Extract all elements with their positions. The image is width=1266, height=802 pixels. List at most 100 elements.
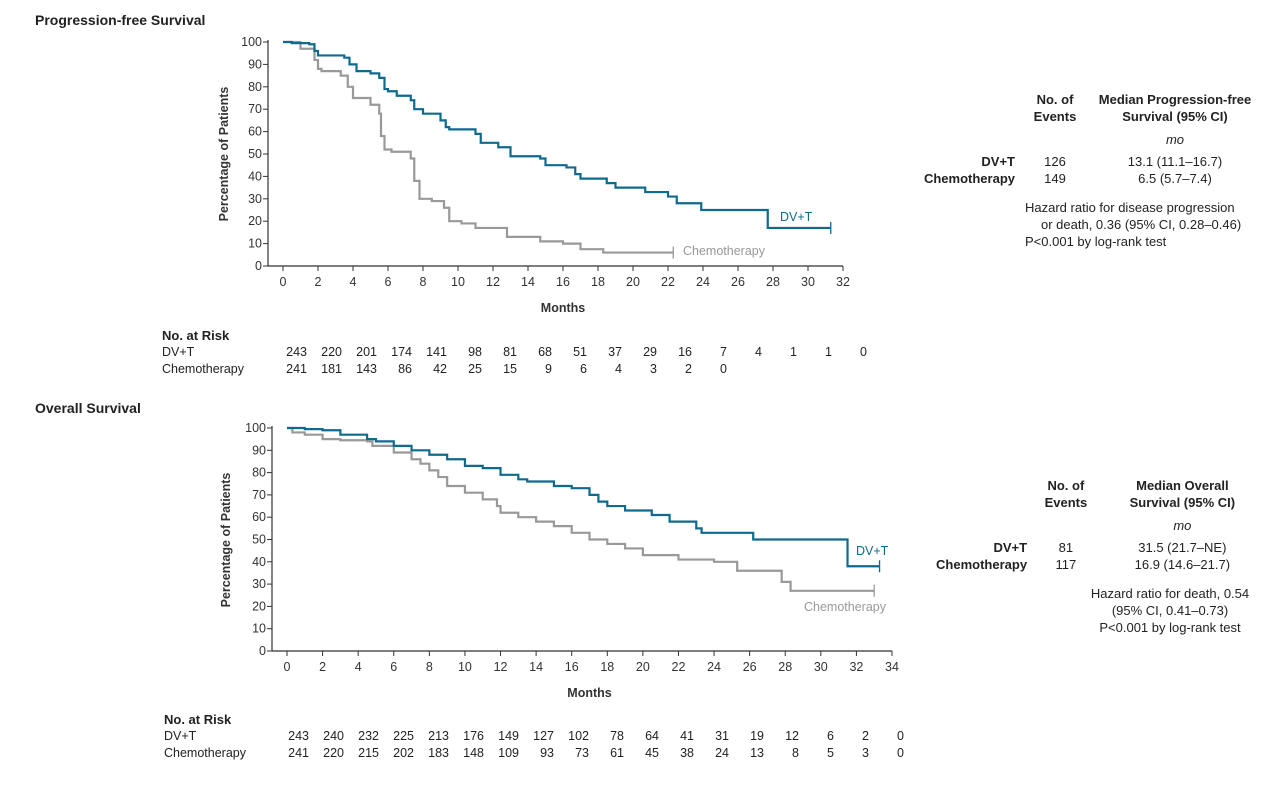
y-tick-label: 0	[255, 259, 262, 273]
median-header: Survival (95% CI)	[1129, 495, 1236, 510]
hazard-ratio-note: P<0.001 by log-rank test	[1025, 234, 1167, 249]
risk-count: 220	[323, 745, 344, 760]
y-tick-label: 100	[241, 35, 262, 49]
x-tick-label: 20	[626, 275, 640, 289]
risk-row-label: Chemotherapy	[162, 361, 244, 376]
risk-count: 215	[358, 745, 379, 760]
risk-count: 78	[610, 728, 624, 743]
x-tick-label: 18	[600, 660, 614, 674]
x-tick-label: 10	[458, 660, 472, 674]
risk-count: 202	[393, 745, 414, 760]
risk-count: 148	[463, 745, 484, 760]
risk-count: 93	[540, 745, 554, 760]
y-tick-label: 40	[248, 169, 262, 183]
x-tick-label: 14	[529, 660, 543, 674]
x-tick-label: 18	[591, 275, 605, 289]
x-tick-label: 10	[451, 275, 465, 289]
x-tick-label: 28	[766, 275, 780, 289]
pfs-title: Progression-free Survival	[35, 12, 206, 28]
x-tick-label: 12	[494, 660, 508, 674]
median-value: 13.1 (11.1–16.7)	[1127, 154, 1223, 169]
risk-count: 51	[573, 344, 587, 359]
events-header: No. of	[1047, 478, 1085, 493]
risk-count: 143	[356, 361, 377, 376]
y-tick-label: 0	[259, 644, 266, 658]
median-value: 16.9 (14.6–21.7)	[1134, 557, 1231, 572]
x-tick-label: 14	[521, 275, 535, 289]
group-label: Chemotherapy	[923, 171, 1015, 186]
y-tick-label: 60	[252, 510, 266, 524]
chemo-series-label: Chemotherapy	[804, 600, 887, 614]
dvt-series-label: DV+T	[856, 544, 889, 558]
y-tick-label: 90	[248, 57, 262, 71]
group-label: DV+T	[993, 540, 1028, 555]
hazard-ratio-note: Hazard ratio for disease progression	[1025, 200, 1235, 215]
risk-count: 3	[650, 361, 657, 376]
risk-count: 1	[825, 344, 832, 359]
risk-row-label: DV+T	[164, 728, 197, 743]
risk-count: 4	[755, 344, 762, 359]
x-tick-label: 6	[390, 660, 397, 674]
y-tick-label: 30	[252, 577, 266, 591]
events-value: 81	[1058, 540, 1074, 555]
median-header: Survival (95% CI)	[1122, 109, 1228, 124]
x-tick-label: 32	[836, 275, 850, 289]
x-tick-label: 6	[385, 275, 392, 289]
risk-count: 1	[790, 344, 797, 359]
events-header: Events	[1044, 495, 1088, 510]
risk-count: 181	[321, 361, 342, 376]
x-axis-label: Months	[567, 686, 611, 700]
risk-count: 109	[498, 745, 519, 760]
x-tick-label: 30	[801, 275, 815, 289]
hazard-ratio-note: P<0.001 by log-rank test	[1099, 620, 1241, 635]
median-value: 6.5 (5.7–7.4)	[1138, 171, 1212, 186]
events-header: No. of	[1036, 92, 1074, 107]
risk-count: 0	[720, 361, 727, 376]
x-tick-label: 26	[731, 275, 745, 289]
x-tick-label: 26	[743, 660, 757, 674]
risk-count: 6	[580, 361, 587, 376]
risk-row: DV+T 243 220 201 174 141 98 81 68 51 37 29 16 7 4 1 1 0	[162, 343, 867, 360]
median-header: Median Overall	[1136, 478, 1229, 493]
pfs-summary: No. of Events Median Progression-free Survi…	[915, 91, 1255, 250]
y-tick-label: 80	[248, 80, 262, 94]
risk-count: 41	[680, 728, 694, 743]
x-tick-label: 32	[849, 660, 863, 674]
risk-title: No. at Risk	[162, 328, 230, 343]
y-tick-label: 50	[248, 147, 262, 161]
median-value: 31.5 (21.7–NE)	[1138, 540, 1227, 555]
risk-row-label: DV+T	[162, 344, 195, 359]
events-value: 149	[1044, 171, 1066, 186]
risk-count: 0	[897, 728, 904, 743]
risk-count: 31	[715, 728, 729, 743]
hazard-ratio-note: (95% CI, 0.41–0.73)	[1111, 603, 1229, 618]
y-tick-label: 10	[248, 237, 262, 251]
x-axis-label: Months	[541, 301, 585, 315]
risk-count: 37	[608, 344, 622, 359]
risk-count: 13	[750, 745, 764, 760]
y-tick-label: 20	[252, 599, 266, 613]
x-tick-label: 22	[672, 660, 686, 674]
risk-count: 98	[468, 344, 482, 359]
risk-count: 5	[827, 745, 834, 760]
events-header: Events	[1033, 109, 1077, 124]
chemo-curve	[287, 426, 875, 592]
hazard-ratio-note: or death, 0.36 (95% CI, 0.28–0.46)	[1041, 217, 1242, 232]
risk-count: 86	[398, 361, 412, 376]
x-tick-label: 12	[486, 275, 500, 289]
risk-count: 24	[715, 745, 729, 760]
x-tick-label: 2	[319, 660, 326, 674]
risk-count: 68	[538, 344, 552, 359]
risk-count: 0	[897, 745, 904, 760]
y-tick-label: 50	[252, 533, 266, 547]
events-value: 126	[1044, 154, 1066, 169]
risk-count: 174	[391, 344, 412, 359]
risk-count: 19	[750, 728, 764, 743]
risk-count: 2	[685, 361, 692, 376]
risk-count: 64	[645, 728, 659, 743]
x-tick-label: 16	[556, 275, 570, 289]
x-tick-label: 16	[565, 660, 579, 674]
y-tick-label: 70	[248, 102, 262, 116]
risk-count: 15	[503, 361, 517, 376]
risk-count: 241	[286, 361, 307, 376]
